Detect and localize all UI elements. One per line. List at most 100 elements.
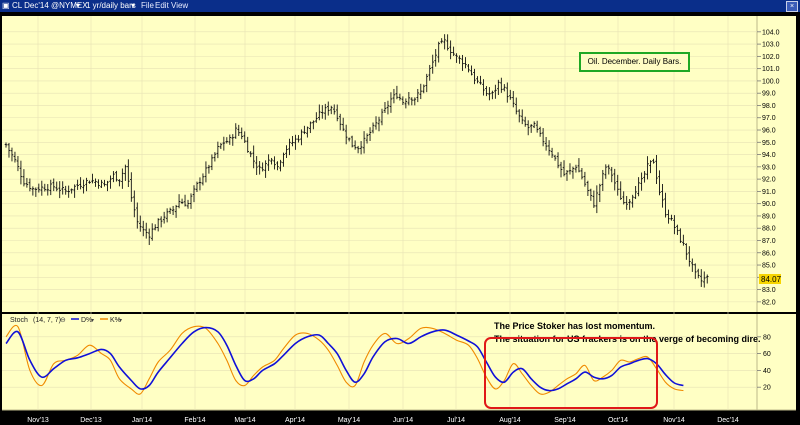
price-bar (195, 181, 199, 192)
menu-edit[interactable]: Edit (155, 1, 169, 10)
price-bar (198, 177, 202, 191)
price-tick-label: 99.0 (762, 91, 776, 98)
symbol-dropdown-icon[interactable]: ▾ (76, 1, 81, 10)
price-bar (112, 171, 115, 183)
price-bar (529, 124, 533, 133)
price-bar (705, 274, 709, 284)
price-bar (702, 271, 706, 288)
price-bar (473, 68, 476, 85)
price-bar (189, 193, 193, 209)
price-bar (270, 157, 273, 165)
price-bar (434, 49, 437, 67)
time-tick-label: Aug'14 (499, 417, 521, 424)
price-bar (407, 91, 411, 106)
price-bar (553, 154, 557, 161)
price-tick-label: 102.0 (762, 54, 780, 61)
time-tick-label: May'14 (338, 417, 360, 424)
price-bar (219, 142, 223, 150)
stoch-settings-icon[interactable]: ⊖ (60, 316, 66, 324)
menu-file[interactable]: File (141, 1, 154, 10)
symbol-label[interactable]: CL Dec'14 @NYMEX (12, 1, 88, 10)
time-tick-label: Feb'14 (184, 417, 205, 424)
price-bar (452, 46, 455, 56)
price-bar (419, 83, 423, 100)
price-bar (571, 166, 575, 179)
price-bar (673, 215, 676, 235)
price-bar (482, 79, 485, 96)
price-bar (637, 177, 640, 197)
price-bar (491, 90, 494, 100)
price-bar (97, 179, 100, 189)
price-bar (616, 174, 620, 196)
close-icon[interactable]: × (786, 1, 798, 12)
price-tick-label: 86.0 (762, 250, 776, 257)
price-bar (428, 64, 432, 81)
price-bar (458, 55, 461, 64)
price-bar (303, 125, 306, 135)
price-bar (150, 223, 154, 241)
price-bar (568, 163, 572, 175)
last-price-marker (759, 274, 781, 284)
price-bar (288, 138, 291, 156)
price-bar (207, 164, 211, 174)
price-bar (395, 85, 399, 100)
price-bar (449, 40, 452, 60)
price-bar (294, 134, 297, 150)
legend-d-dropdown-icon[interactable]: ▾ (91, 317, 94, 324)
time-tick-label: Dec'14 (717, 417, 739, 424)
interval-label[interactable]: 1 yr/daily bars (86, 1, 136, 10)
price-bar (156, 218, 160, 232)
price-bar (595, 185, 599, 214)
price-tick-label: 82.0 (762, 299, 776, 306)
price-bar (494, 84, 497, 99)
price-bar (511, 91, 515, 108)
price-bar (544, 137, 548, 151)
price-tick-label: 88.0 (762, 226, 776, 233)
price-tick-label: 98.0 (762, 103, 776, 110)
interval-dropdown-icon[interactable]: ▾ (131, 1, 136, 10)
time-tick-label: Nov'13 (27, 417, 49, 424)
price-tick-label: 101.0 (762, 66, 780, 73)
price-bar (91, 173, 94, 184)
legend-k-label: K% (110, 317, 121, 324)
price-bar (144, 222, 148, 239)
stoch-name: Stoch (10, 317, 28, 324)
price-bar (467, 63, 470, 73)
price-bar (7, 143, 11, 158)
legend-k-dropdown-icon[interactable]: ▾ (119, 317, 122, 324)
price-bar (204, 161, 208, 183)
price-bar (547, 140, 551, 156)
price-bar (297, 135, 300, 143)
price-bar (383, 101, 387, 113)
price-tick-label: 91.0 (762, 189, 776, 196)
price-bar (121, 168, 124, 189)
price-bar (67, 185, 70, 198)
price-bar (676, 224, 679, 236)
price-bar (234, 123, 238, 139)
price-bar (70, 188, 73, 194)
price-bar (476, 76, 479, 84)
price-bar (652, 158, 655, 164)
price-bar (46, 184, 50, 196)
price-bar (174, 204, 178, 218)
price-bar (398, 93, 402, 101)
menu-view[interactable]: View (171, 1, 189, 10)
price-bar (285, 145, 288, 159)
price-bar (138, 215, 142, 232)
price-tick-label: 97.0 (762, 115, 776, 122)
chart-note: Oil. December. Daily Bars. (579, 52, 690, 72)
stoch-panel-bg (2, 314, 796, 410)
price-bar (353, 140, 357, 150)
price-bar (210, 154, 214, 171)
price-bar (231, 134, 235, 146)
price-bar (255, 156, 258, 175)
price-bar (628, 199, 631, 210)
price-bar (368, 127, 372, 141)
time-tick-label: Mar'14 (234, 417, 255, 424)
price-bar (446, 34, 449, 51)
price-bar (580, 167, 584, 180)
price-bar (79, 177, 82, 190)
price-bar (94, 178, 97, 187)
price-bar (25, 177, 29, 188)
price-bar (658, 170, 661, 196)
